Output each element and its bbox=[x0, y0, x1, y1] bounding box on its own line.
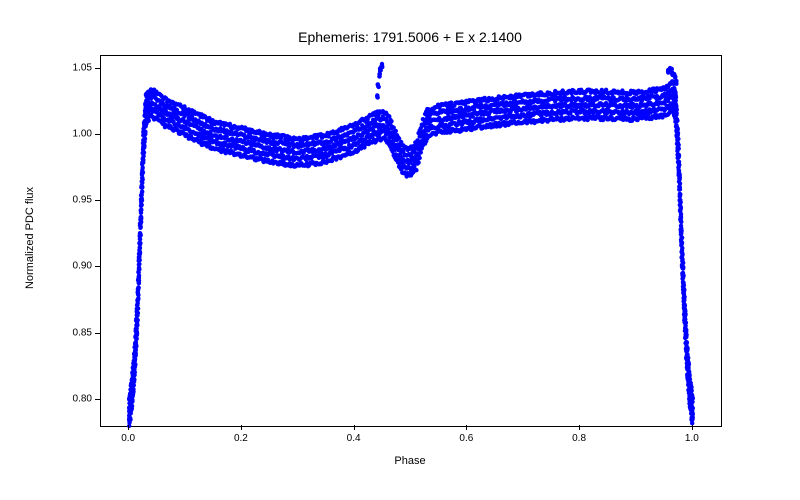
y-tick-mark bbox=[95, 399, 100, 400]
plot-area bbox=[100, 55, 722, 427]
y-tick-label: 1.00 bbox=[60, 129, 92, 140]
x-tick-label: 0.4 bbox=[347, 433, 361, 444]
scatter-layer bbox=[101, 56, 721, 426]
x-tick-label: 0.6 bbox=[459, 433, 473, 444]
y-tick-mark bbox=[95, 68, 100, 69]
x-tick-label: 1.0 bbox=[685, 433, 699, 444]
x-tick-mark bbox=[354, 425, 355, 430]
x-tick-label: 0.8 bbox=[572, 433, 586, 444]
y-tick-mark bbox=[95, 333, 100, 334]
y-tick-mark bbox=[95, 266, 100, 267]
y-tick-label: 0.85 bbox=[60, 327, 92, 338]
x-tick-mark bbox=[579, 425, 580, 430]
x-tick-label: 0.2 bbox=[234, 433, 248, 444]
x-tick-mark bbox=[128, 425, 129, 430]
y-tick-label: 0.95 bbox=[60, 195, 92, 206]
chart-title: Ephemeris: 1791.5006 + E x 2.1400 bbox=[100, 29, 720, 45]
x-tick-label: 0.0 bbox=[121, 433, 135, 444]
y-tick-label: 1.05 bbox=[60, 63, 92, 74]
y-tick-mark bbox=[95, 134, 100, 135]
x-tick-mark bbox=[692, 425, 693, 430]
x-tick-mark bbox=[241, 425, 242, 430]
x-axis-label: Phase bbox=[100, 455, 720, 467]
y-tick-mark bbox=[95, 200, 100, 201]
y-tick-label: 0.90 bbox=[60, 261, 92, 272]
figure: Ephemeris: 1791.5006 + E x 2.1400 Normal… bbox=[0, 0, 800, 500]
x-tick-mark bbox=[466, 425, 467, 430]
y-tick-label: 0.80 bbox=[60, 393, 92, 404]
y-axis-label: Normalized PDC flux bbox=[24, 168, 36, 308]
